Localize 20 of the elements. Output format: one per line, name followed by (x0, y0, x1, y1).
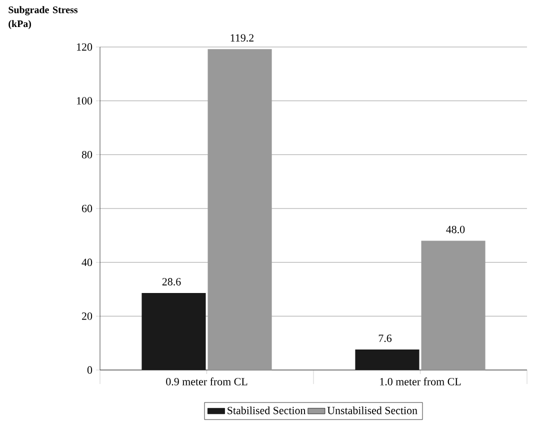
y-tick-label: 80 (82, 150, 92, 158)
data-label: 48.0 (446, 226, 465, 234)
data-label: 7.6 (378, 334, 392, 342)
bar (208, 49, 272, 370)
legend-label: Unstabilised Section (327, 406, 418, 414)
x-tick-label: 1.0 meter from CL (380, 378, 461, 386)
bar (355, 350, 420, 370)
y-tick-label: 60 (82, 204, 92, 212)
y-tick-label: 0 (87, 366, 92, 374)
bar (142, 293, 206, 370)
bar (421, 240, 486, 370)
x-tick-label: 0.9 meter from CL (166, 378, 248, 386)
y-tick-label: 40 (82, 258, 92, 266)
data-label: 28.6 (162, 278, 181, 286)
y-tick-label: 100 (77, 97, 92, 105)
y-axis-title: Subgrade Stress (kPa) (8, 6, 78, 30)
legend-label: Stabilised Section (228, 406, 306, 414)
y-tick-label: 20 (82, 312, 92, 320)
data-label: 119.2 (230, 34, 254, 42)
y-tick-label: 120 (77, 43, 92, 51)
